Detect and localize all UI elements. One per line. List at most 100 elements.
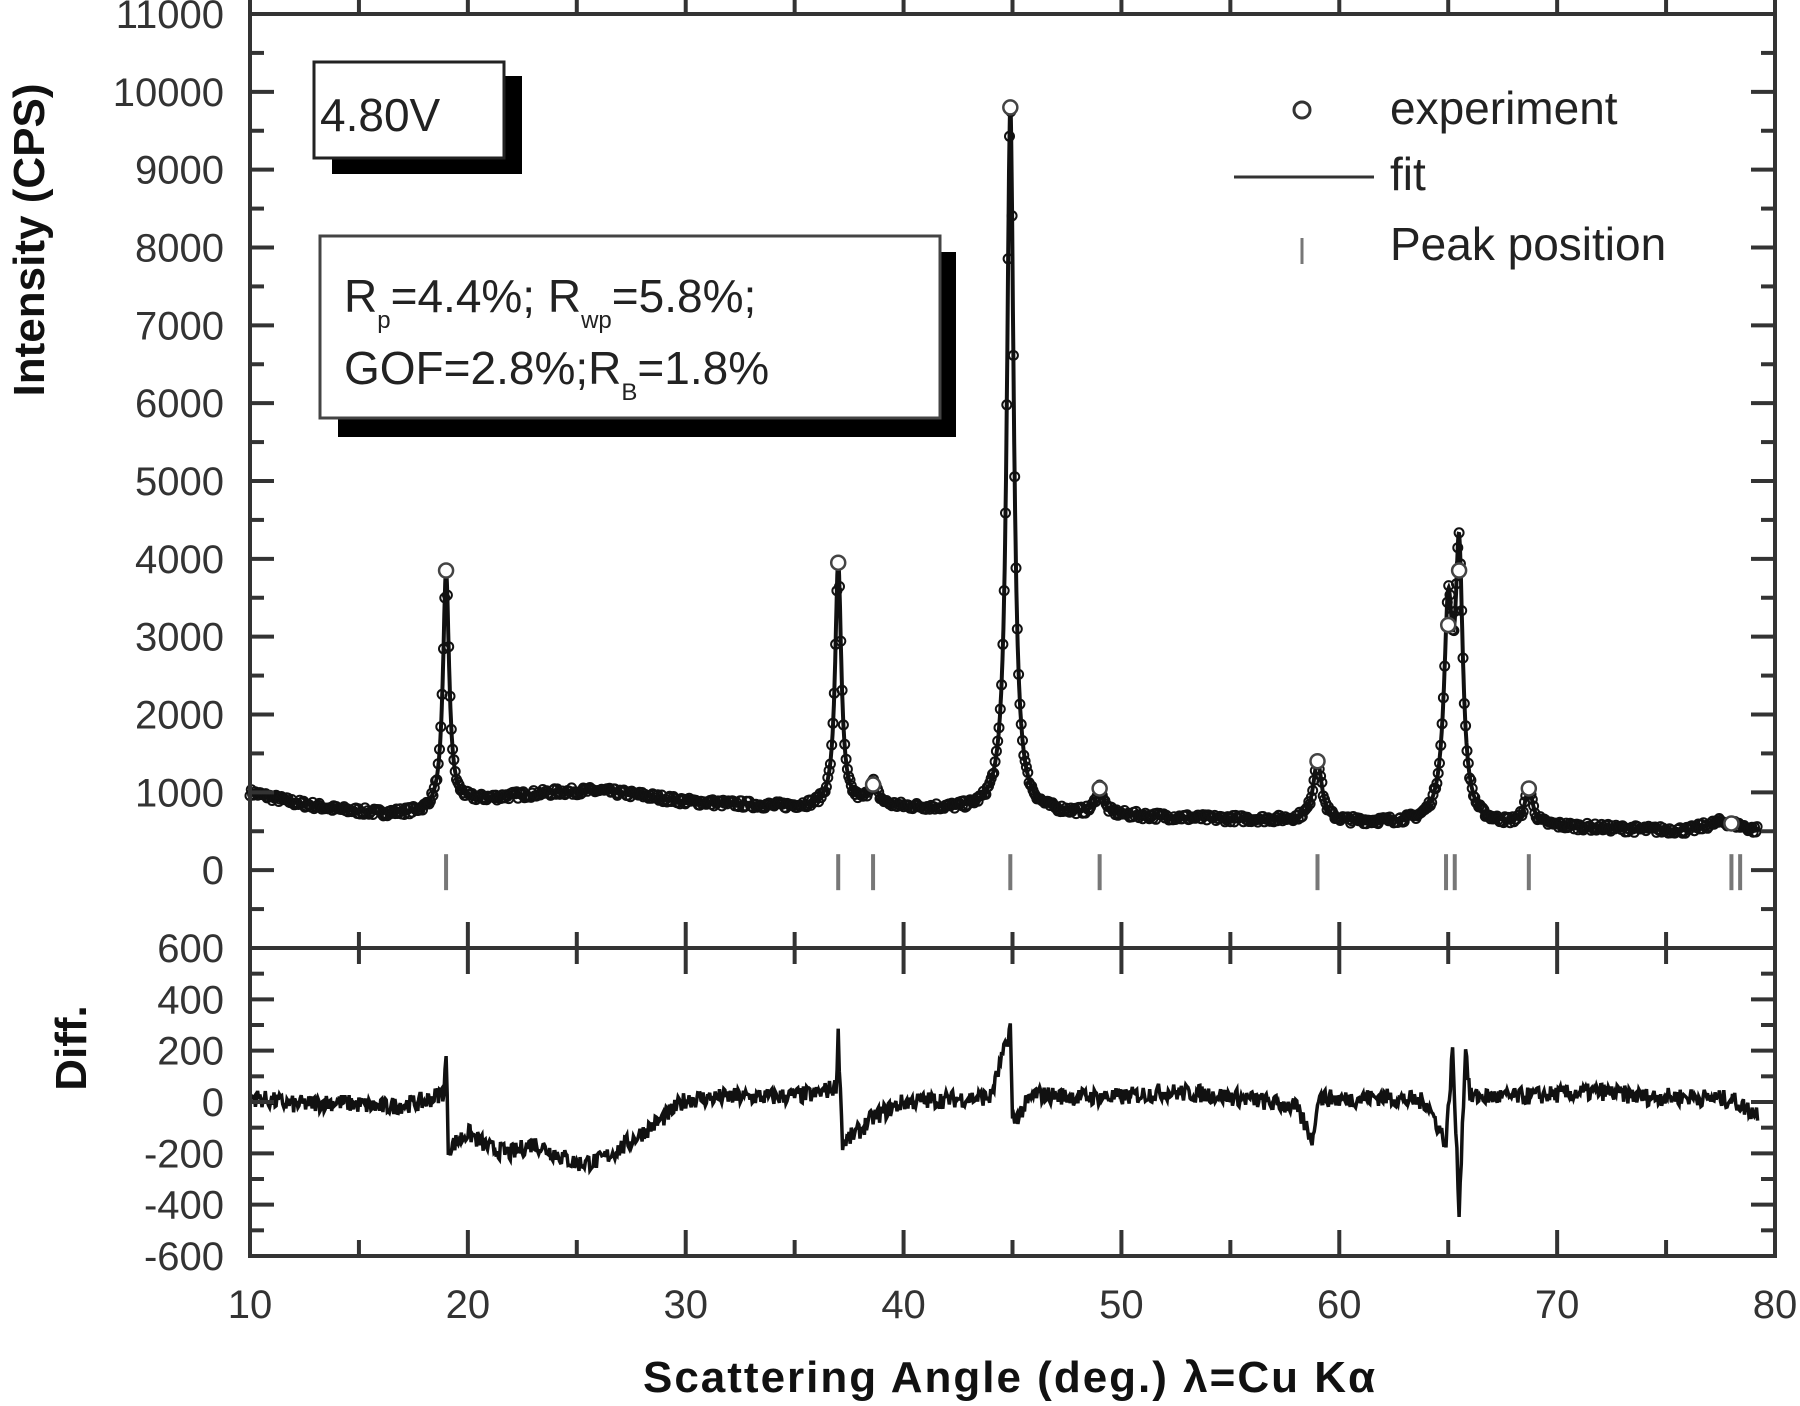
experiment-point — [824, 758, 836, 770]
experiment-point — [439, 592, 451, 604]
legend-label-fit: fit — [1390, 148, 1426, 200]
experiment-point — [1439, 660, 1451, 672]
experiment-peak-point — [437, 562, 455, 579]
stats-box — [318, 234, 942, 420]
tick-labels: 10 20 30 40 50 60 70 80010002000300040005000600… — [113, 0, 1797, 1327]
x-tick-label: 30 — [663, 1283, 708, 1327]
experiment-point — [997, 638, 1009, 650]
y-tick-label: 1000 — [135, 771, 224, 815]
experiment-peak-point — [864, 776, 882, 793]
experiment-point — [444, 690, 456, 702]
experiment-peak-point — [1723, 815, 1740, 832]
experiment-peak-point — [1520, 780, 1538, 797]
y-axis-title-diff: Diff. — [47, 1005, 96, 1091]
experiment-point — [1002, 253, 1014, 265]
diff-y-tick-label: 600 — [157, 927, 224, 971]
experiment-point — [434, 743, 445, 755]
experiment-point — [822, 772, 834, 784]
legend: experiment fit Peak position — [1234, 82, 1666, 270]
x-tick-label: 40 — [881, 1283, 926, 1327]
experiment-point — [1460, 720, 1472, 732]
experiment-point — [1018, 749, 1030, 761]
experiment-point — [988, 767, 1000, 779]
experiment-point — [448, 754, 460, 766]
experiment-point — [844, 774, 856, 786]
experiment-point — [990, 745, 1002, 757]
y-tick-label: 5000 — [135, 460, 224, 504]
experiment-point — [840, 753, 852, 765]
voltage-box — [312, 60, 506, 160]
experiment-point — [435, 721, 447, 733]
y-tick-label: 0 — [202, 849, 224, 893]
experiment-point — [823, 765, 835, 776]
experiment-point — [993, 722, 1005, 734]
experiment-point — [1307, 785, 1319, 796]
experiment-point — [1434, 757, 1445, 769]
experiment-point — [1452, 542, 1464, 554]
experiment-point — [1449, 605, 1461, 617]
experiment-point — [1006, 210, 1018, 222]
experiment-point — [1432, 767, 1444, 779]
x-tick-label: 60 — [1317, 1283, 1362, 1327]
y-tick-label: 6000 — [135, 382, 224, 426]
experiment-peak-point — [1450, 562, 1468, 579]
y-axis-title-intensity: Intensity (CPS) — [5, 84, 54, 397]
experiment-point — [445, 723, 457, 735]
experiment-point — [1437, 692, 1449, 704]
peak-position-markers — [444, 854, 1743, 891]
experiment-point — [751, 801, 763, 813]
experiment-point — [1431, 777, 1443, 789]
y-tick-label: 4000 — [135, 538, 224, 582]
experiment-point — [733, 801, 745, 813]
y-tick-label: 7000 — [135, 304, 224, 348]
experiment-point — [992, 735, 1004, 747]
voltage-label: 4.80V — [320, 89, 441, 141]
x-tick-label: 20 — [446, 1283, 491, 1327]
y-tick-label: 11000 — [116, 0, 224, 37]
experiment-point — [443, 641, 455, 653]
experiment-point — [1013, 668, 1025, 680]
experiment-point — [837, 719, 849, 731]
y-tick-label: 9000 — [135, 149, 224, 193]
diff-y-tick-label: 0 — [202, 1081, 224, 1125]
x-tick-label: 10 — [228, 1283, 273, 1327]
x-tick-label: 50 — [1099, 1283, 1144, 1327]
experiment-point — [996, 679, 1008, 691]
refinement-stats-annotation: Rp=4.4%; Rwp=5.8%; GOF=2.8%;RB=1.8% — [318, 234, 956, 437]
y-tick-label: 8000 — [135, 227, 224, 271]
x-tick-label: 70 — [1535, 1283, 1580, 1327]
experiment-point — [1427, 789, 1439, 801]
experiment-point — [1000, 507, 1011, 519]
legend-item-peak-position: Peak position — [1300, 218, 1666, 270]
experiment-point — [1001, 399, 1013, 411]
tick-marks — [248, 0, 1777, 1258]
legend-item-experiment: experiment — [1292, 82, 1618, 134]
experiment-point — [998, 585, 1010, 597]
legend-label-peak-position: Peak position — [1390, 218, 1666, 270]
experiment-peak-point — [1002, 99, 1019, 116]
experiment-point — [1022, 767, 1034, 778]
experiment-point — [1528, 800, 1540, 812]
y-tick-label: 3000 — [135, 616, 224, 660]
experiment-point — [1436, 718, 1448, 730]
experiment-point — [1316, 776, 1328, 788]
experiment-point — [431, 774, 443, 786]
experiment-point — [1017, 735, 1028, 746]
main-panel-data — [244, 99, 1763, 839]
experiment-point — [447, 743, 459, 755]
experiment-point — [1305, 791, 1317, 803]
open-circle-marker-icon — [1292, 100, 1312, 120]
legend-item-fit: fit — [1234, 148, 1426, 200]
experiment-point — [1010, 562, 1022, 574]
experiment-point — [839, 738, 851, 750]
y-tick-label: 2000 — [135, 694, 224, 738]
experiment-point — [1024, 779, 1036, 791]
experiment-point — [1304, 798, 1316, 810]
experiment-point — [441, 589, 453, 601]
experiment-point — [1299, 804, 1311, 816]
experiment-point — [1469, 791, 1481, 803]
y-tick-label: 10000 — [113, 71, 224, 115]
experiment-point — [1430, 783, 1442, 795]
experiment-point — [1457, 652, 1469, 664]
